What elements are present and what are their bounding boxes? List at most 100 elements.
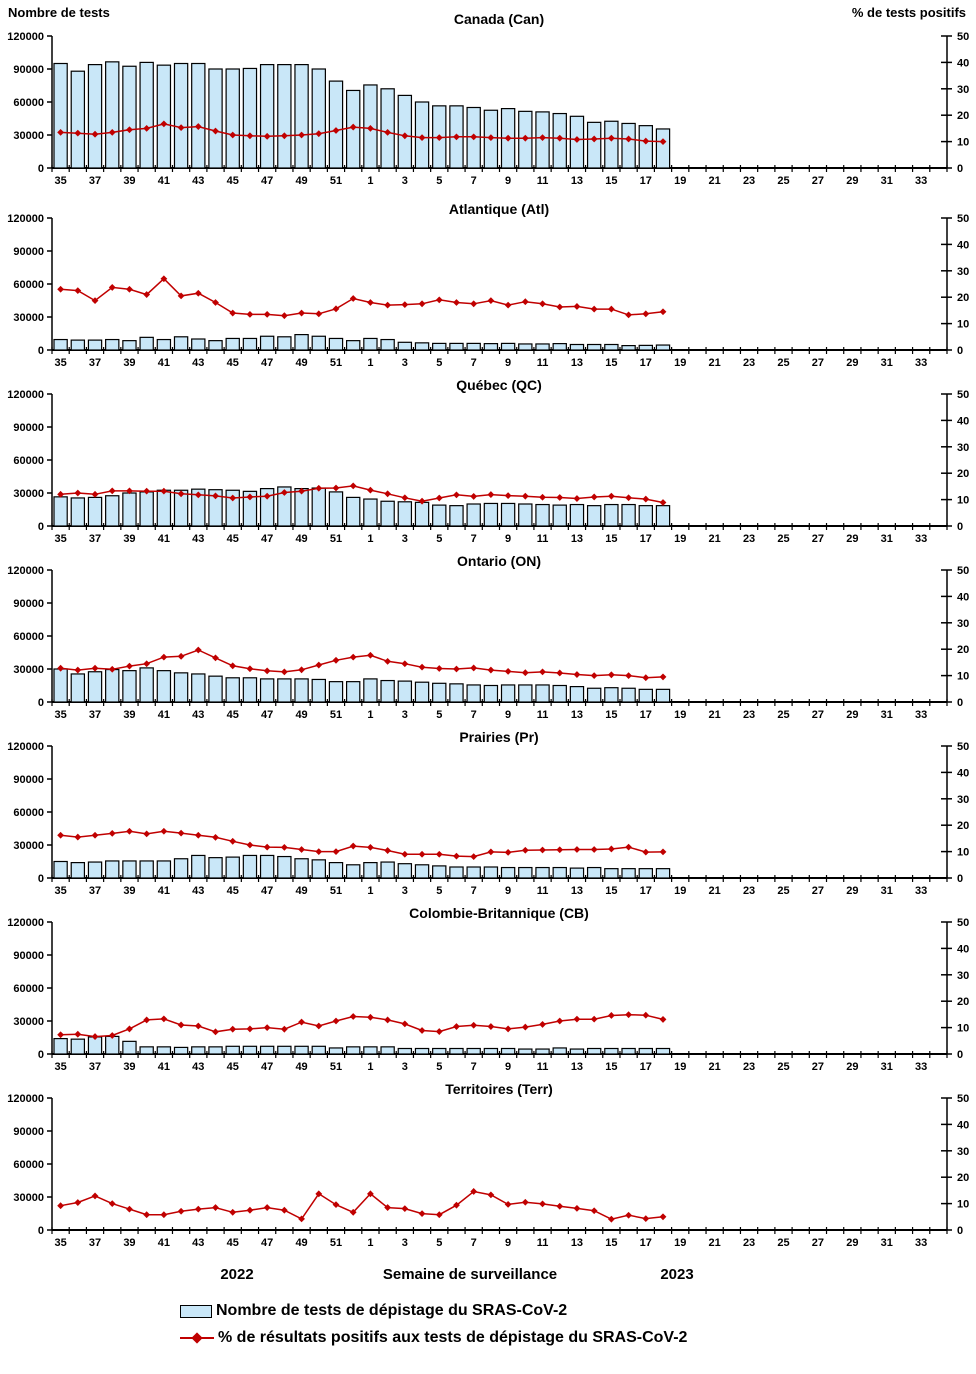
svg-text:47: 47 <box>261 709 273 721</box>
svg-text:27: 27 <box>812 357 824 369</box>
svg-text:27: 27 <box>812 1061 824 1073</box>
svg-text:30: 30 <box>957 794 969 806</box>
legend: Nombre de tests de dépistage du SRAS-CoV… <box>180 1302 687 1356</box>
svg-text:30: 30 <box>957 84 969 96</box>
svg-text:5: 5 <box>436 1237 442 1249</box>
svg-text:0: 0 <box>38 697 44 709</box>
svg-text:51: 51 <box>330 175 342 187</box>
svg-text:21: 21 <box>709 357 721 369</box>
svg-text:11: 11 <box>537 533 549 545</box>
svg-text:43: 43 <box>192 533 204 545</box>
x-axis-title: Semaine de surveillance <box>382 1266 558 1283</box>
svg-text:37: 37 <box>89 175 101 187</box>
svg-text:5: 5 <box>436 709 442 721</box>
svg-text:25: 25 <box>777 709 789 721</box>
svg-text:47: 47 <box>261 175 273 187</box>
svg-text:30: 30 <box>957 618 969 630</box>
panel-title: Territoires (Terr) <box>445 1081 553 1097</box>
panel-title: Colombie-Britannique (CB) <box>409 905 589 921</box>
svg-text:31: 31 <box>881 1061 893 1073</box>
svg-text:50: 50 <box>957 1093 969 1105</box>
svg-text:90000: 90000 <box>13 950 44 962</box>
svg-text:9: 9 <box>505 709 511 721</box>
svg-text:27: 27 <box>812 1237 824 1249</box>
svg-text:10: 10 <box>957 1023 969 1035</box>
svg-text:25: 25 <box>777 885 789 897</box>
svg-text:60000: 60000 <box>13 983 44 995</box>
svg-text:29: 29 <box>846 175 858 187</box>
svg-text:37: 37 <box>89 885 101 897</box>
svg-text:3: 3 <box>402 357 408 369</box>
svg-text:33: 33 <box>915 533 927 545</box>
bar-series <box>53 1035 671 1055</box>
svg-text:10: 10 <box>957 137 969 149</box>
svg-text:40: 40 <box>957 415 969 427</box>
svg-text:49: 49 <box>295 1237 307 1249</box>
svg-text:51: 51 <box>330 1237 342 1249</box>
svg-text:33: 33 <box>915 175 927 187</box>
panel-5: Prairies (Pr) 0 30000 60000 90000 120000 0 10 20… <box>7 729 969 897</box>
svg-text:43: 43 <box>192 175 204 187</box>
svg-text:23: 23 <box>743 175 755 187</box>
svg-text:19: 19 <box>674 175 686 187</box>
svg-text:19: 19 <box>674 533 686 545</box>
panel-6: Colombie-Britannique (CB) 0 30000 60000 9000… <box>7 905 969 1073</box>
panel-title: Ontario (ON) <box>457 553 541 569</box>
bar-series <box>53 61 671 169</box>
svg-text:49: 49 <box>295 885 307 897</box>
svg-text:3: 3 <box>402 1237 408 1249</box>
svg-text:19: 19 <box>674 1237 686 1249</box>
svg-text:9: 9 <box>505 175 511 187</box>
svg-text:51: 51 <box>330 533 342 545</box>
svg-text:19: 19 <box>674 357 686 369</box>
svg-text:9: 9 <box>505 357 511 369</box>
svg-text:41: 41 <box>158 709 170 721</box>
svg-text:1: 1 <box>367 1061 373 1073</box>
svg-text:35: 35 <box>54 533 66 545</box>
svg-text:0: 0 <box>957 345 963 357</box>
positivity-line-series <box>57 275 667 320</box>
svg-text:45: 45 <box>227 1061 239 1073</box>
svg-text:17: 17 <box>640 1061 652 1073</box>
svg-text:5: 5 <box>436 885 442 897</box>
svg-text:120000: 120000 <box>7 31 44 43</box>
positivity-line-series <box>57 827 667 861</box>
svg-text:7: 7 <box>471 357 477 369</box>
svg-text:30000: 30000 <box>13 840 44 852</box>
svg-text:30: 30 <box>957 970 969 982</box>
panel-1: Canada (Can) 0 30000 60000 90000 120000 0 10 20 3… <box>7 11 969 187</box>
svg-text:0: 0 <box>38 873 44 885</box>
panel-3: Québec (QC) 0 30000 60000 90000 120000 0 10 20 30… <box>7 377 969 545</box>
svg-text:0: 0 <box>38 1049 44 1061</box>
svg-text:47: 47 <box>261 885 273 897</box>
svg-text:50: 50 <box>957 31 969 43</box>
panel-title: Canada (Can) <box>454 11 544 27</box>
svg-text:21: 21 <box>709 533 721 545</box>
positivity-line-series <box>57 120 667 145</box>
svg-text:21: 21 <box>709 1061 721 1073</box>
svg-text:9: 9 <box>505 1061 511 1073</box>
svg-text:40: 40 <box>957 943 969 955</box>
svg-text:5: 5 <box>436 533 442 545</box>
positivity-line-series <box>57 646 667 682</box>
svg-text:37: 37 <box>89 533 101 545</box>
svg-text:49: 49 <box>295 533 307 545</box>
svg-text:23: 23 <box>743 709 755 721</box>
svg-text:90000: 90000 <box>13 1126 44 1138</box>
svg-text:19: 19 <box>674 1061 686 1073</box>
svg-text:33: 33 <box>915 357 927 369</box>
svg-text:41: 41 <box>158 1237 170 1249</box>
panel-2: Atlantique (Atl) 0 30000 60000 90000 120000 0 1… <box>7 201 969 369</box>
svg-text:15: 15 <box>605 709 617 721</box>
svg-text:120000: 120000 <box>7 565 44 577</box>
svg-text:21: 21 <box>709 885 721 897</box>
svg-text:13: 13 <box>571 709 583 721</box>
svg-text:0: 0 <box>957 697 963 709</box>
svg-text:40: 40 <box>957 1119 969 1131</box>
svg-text:31: 31 <box>881 709 893 721</box>
svg-text:30000: 30000 <box>13 488 44 500</box>
svg-text:13: 13 <box>571 1237 583 1249</box>
svg-text:0: 0 <box>38 521 44 533</box>
svg-text:90000: 90000 <box>13 774 44 786</box>
svg-text:30000: 30000 <box>13 664 44 676</box>
